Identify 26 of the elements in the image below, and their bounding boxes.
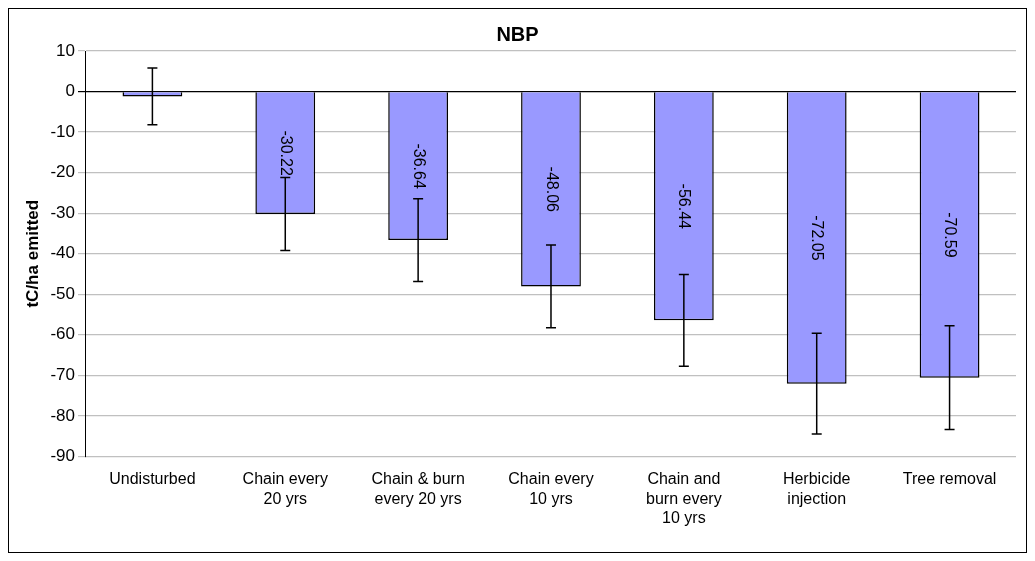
- x-tick-label: Herbicide injection: [782, 470, 851, 507]
- x-tick-label: Undisturbed: [109, 470, 196, 488]
- x-tick-label: Tree removal: [902, 470, 997, 488]
- data-label: -70.59: [942, 212, 960, 258]
- y-tick-label: -70: [50, 365, 75, 385]
- x-tick-label: Chain every 10 yrs: [508, 470, 594, 507]
- chart-title: NBP: [496, 22, 539, 45]
- y-tick-label: -30: [50, 202, 75, 222]
- x-tick-label: Chain every 20 yrs: [242, 470, 328, 507]
- data-label: -36.64: [410, 143, 428, 189]
- data-label: -30.22: [277, 130, 295, 176]
- y-tick-label: 10: [56, 40, 75, 60]
- y-tick-label: -20: [50, 162, 75, 182]
- x-tick-label: Chain & burn every 20 yrs: [371, 470, 465, 507]
- y-tick-label: -10: [50, 121, 75, 141]
- y-tick-label: -50: [50, 283, 75, 303]
- data-label: -56.44: [676, 183, 694, 230]
- y-tick-label: -40: [50, 243, 75, 263]
- y-tick-label: -90: [50, 446, 75, 466]
- y-axis-title: tC/ha emitted: [22, 199, 42, 308]
- y-tick-label: 0: [65, 81, 75, 101]
- data-label: -48.06: [543, 166, 561, 213]
- y-tick-label: -80: [50, 405, 75, 425]
- x-tick-label: Chain and burn every 10 yrs: [646, 470, 722, 526]
- y-tick-label: -60: [50, 324, 75, 344]
- data-label: -72.05: [809, 215, 827, 261]
